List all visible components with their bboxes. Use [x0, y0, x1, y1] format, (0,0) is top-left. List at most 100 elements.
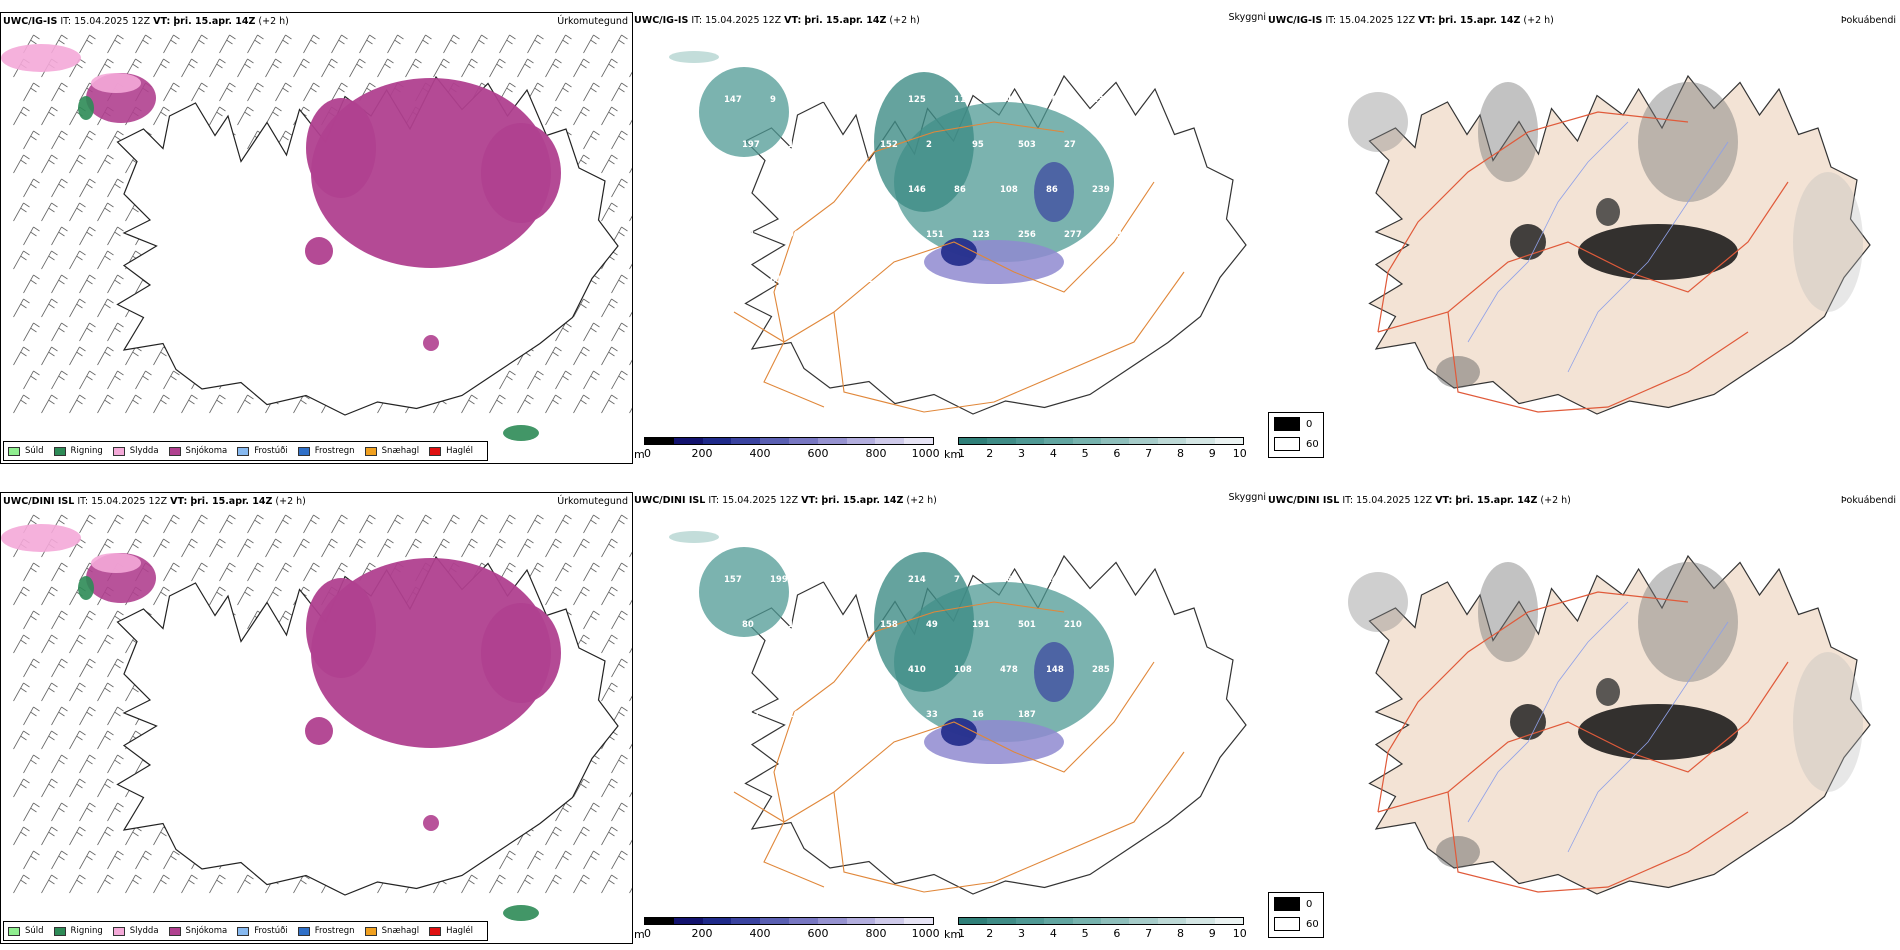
cloud-value-label: 86	[954, 185, 966, 195]
wind-barb	[601, 874, 618, 894]
wind-barb	[611, 562, 628, 582]
legend-swatch	[237, 446, 250, 456]
wind-barb	[601, 826, 618, 846]
model-name: UWC/IG-IS	[1268, 15, 1323, 26]
wind-barb	[611, 130, 628, 150]
wind-barb	[23, 658, 40, 678]
wind-barb	[601, 58, 618, 78]
wind-barb	[303, 82, 320, 102]
cloud-value-label: 10	[816, 575, 828, 585]
wind-barb	[573, 106, 590, 126]
cloud-value-label: 86	[1046, 185, 1058, 195]
wind-barb	[583, 82, 600, 102]
it-label: IT:	[60, 16, 72, 27]
cloud-value-label: 204	[788, 710, 806, 720]
colorbar-step	[1157, 918, 1187, 924]
wind-barb	[601, 778, 618, 798]
wind-barb	[331, 34, 348, 54]
wind-barb	[79, 514, 96, 534]
cloud-value-label: 290	[770, 185, 788, 195]
legend-swatch	[297, 926, 310, 936]
colorbar-tick: 1	[958, 927, 965, 940]
wind-barb	[41, 730, 58, 750]
wind-barb	[583, 610, 600, 630]
cloud-value-label: 144	[770, 665, 788, 675]
legend-swatch	[112, 926, 125, 936]
wind-barb	[573, 58, 590, 78]
wind-barb	[181, 394, 198, 414]
wind-barb	[107, 322, 124, 342]
colorbar-step	[1214, 918, 1244, 924]
wind-barb	[331, 514, 348, 534]
wind-barb	[443, 514, 460, 534]
wind-barb	[153, 58, 170, 78]
precip-type-title: Úrkomutegund	[557, 16, 628, 27]
vt-label: VT:	[1418, 15, 1436, 26]
colorbar-tick: 400	[749, 927, 771, 940]
vt-label: VT:	[1435, 495, 1453, 506]
cloud-value-label: 157	[724, 575, 742, 585]
snow-area	[481, 603, 561, 703]
it-label: IT:	[77, 496, 89, 507]
precip-panel-title: UWC/IG-IS IT: 15.04.2025 12Z VT: þri. 15…	[3, 16, 289, 28]
fog-shade-legend: 0 60	[1268, 892, 1324, 938]
wind-barb	[41, 346, 58, 366]
precip-panel-title: UWC/DINI ISL IT: 15.04.2025 12Z VT: þri.…	[3, 496, 306, 508]
legend-label: Snjókoma	[185, 926, 228, 936]
cloud-value-label: 191	[972, 620, 990, 630]
snow-area	[305, 237, 333, 265]
cloud-labels: 147 9 156 96 125 11 74 60 13 197 156 90 152 2 95 503 27 1…	[724, 95, 1128, 285]
cloudbase-colorbar-bar	[958, 437, 1244, 445]
wind-barb	[555, 322, 572, 342]
light-swatch	[1274, 437, 1300, 451]
wind-barb	[387, 514, 404, 534]
cloud-value-label: 90	[788, 230, 800, 240]
cloud-value-label: 410	[908, 665, 926, 675]
dark-swatch	[1274, 417, 1300, 431]
vt-label: VT:	[784, 15, 802, 26]
wind-barb	[97, 394, 114, 414]
high-terrain	[941, 718, 977, 746]
wind-barb	[97, 874, 114, 894]
vt-value: þri. 15.apr. 14Z	[173, 16, 256, 27]
lead-offset: (+2 h)	[1523, 15, 1554, 26]
wind-barb	[265, 586, 282, 606]
vt-label: VT:	[153, 16, 171, 27]
road-network	[733, 121, 1185, 413]
precip-type-legend: Súld Rigning Slydda Snjókoma Frostúði Frostre…	[3, 921, 489, 941]
vt-value: þri. 15.apr. 14Z	[1438, 15, 1521, 26]
wind-barb	[135, 850, 152, 870]
legend-label: Snæhagl	[381, 926, 420, 936]
fog-title: Þokuábendi	[1840, 15, 1896, 26]
it-label: IT:	[1342, 495, 1354, 506]
snow-area	[481, 123, 561, 223]
colorbar-tick: 3	[1018, 447, 1026, 460]
legend-label: Snæhagl	[381, 446, 420, 456]
cloud-area	[874, 552, 974, 692]
wind-barb	[209, 874, 226, 894]
fog-dark-area	[1510, 704, 1546, 740]
wind-barb	[489, 874, 506, 894]
precip-type-panel: UWC/IG-IS IT: 15.04.2025 12Z VT: þri. 15…	[0, 12, 633, 464]
colorbar-tick: 2	[986, 447, 994, 460]
legend-swatch	[53, 926, 66, 936]
wind-barb	[555, 34, 572, 54]
legend-swatch	[112, 446, 125, 456]
colorbar-step	[702, 918, 732, 924]
colorbar-step	[1044, 438, 1073, 444]
cloud-title: Skyggni	[1228, 492, 1266, 503]
legend-item: Rigning	[53, 446, 103, 456]
wind-barb	[79, 274, 96, 294]
colorbar-step	[904, 918, 933, 924]
wind-barb	[321, 58, 338, 78]
cloud-map: 147 9 156 96 125 11 74 60 13 197 156 90 152 2 95 503 27 1…	[669, 51, 1247, 415]
legend-label: Slydda	[129, 446, 159, 456]
colorbar-tick: 7	[1145, 447, 1153, 460]
wind-barb	[583, 562, 600, 582]
wind-barb	[517, 874, 534, 894]
wind-barb	[23, 226, 40, 246]
lead-offset: (+2 h)	[1540, 495, 1571, 506]
wind-barb	[163, 34, 180, 54]
wind-barb	[97, 202, 114, 222]
wind-barb	[545, 874, 562, 894]
